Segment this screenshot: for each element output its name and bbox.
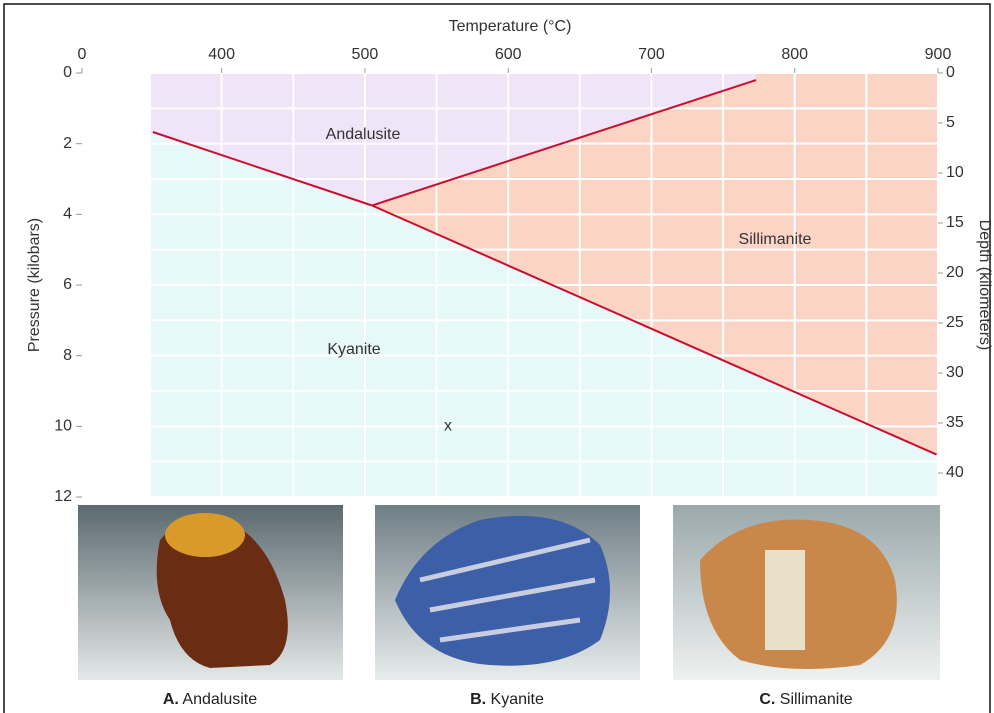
phase-label: Sillimanite	[739, 231, 812, 248]
phase-region	[372, 73, 938, 455]
photo-caption: A. Andalusite	[163, 691, 257, 708]
y2-tick-label: 30	[946, 364, 964, 381]
y2-tick-label: 0	[946, 64, 955, 81]
caption-name: Andalusite	[182, 691, 257, 708]
mineral-streak	[419, 537, 596, 643]
x-tick-label: 800	[781, 46, 808, 63]
caption-name: Kyanite	[491, 691, 544, 708]
caption-letter: C.	[759, 691, 775, 708]
mineral	[395, 515, 610, 666]
y-tick-label: 6	[63, 276, 72, 293]
y-tick-label: 12	[54, 488, 72, 505]
y2-axis-title: Depth (kilometers)	[976, 220, 993, 351]
y-tick-label: 10	[54, 418, 72, 435]
phase-boundary	[371, 79, 757, 207]
y2-tick-label: 20	[946, 264, 964, 281]
frame	[3, 3, 991, 713]
y2-tick-label: 5	[946, 114, 955, 131]
x-tick-label: 600	[495, 46, 522, 63]
caption-letter: A.	[163, 691, 179, 708]
mineral	[156, 517, 288, 668]
y2-tick-label: 15	[946, 214, 964, 231]
caption-letter: B.	[470, 691, 486, 708]
plot: 0 400 500 600 700 800 900024681012051015202530…	[54, 46, 964, 505]
y2-tick-label: 40	[946, 464, 964, 481]
x-tick-label: 900	[925, 46, 952, 63]
y-tick-label: 2	[63, 135, 72, 152]
y-tick-label: 4	[63, 206, 72, 223]
y-tick-label: 8	[63, 347, 72, 364]
caption-name: Sillimanite	[780, 691, 853, 708]
y2-tick-label: 10	[946, 164, 964, 181]
x-tick-label: 400	[208, 46, 235, 63]
x-axis-title: Temperature (°C)	[449, 18, 572, 35]
mineral-face	[165, 513, 245, 557]
phase-label: Kyanite	[327, 341, 380, 358]
photo-caption: B. Kyanite	[470, 691, 544, 708]
point-marker: x	[444, 418, 452, 435]
phase-label: Andalusite	[326, 126, 401, 143]
phase-region	[150, 73, 757, 206]
phase-boundary	[152, 131, 373, 207]
y-tick-label: 0	[63, 64, 72, 81]
x-tick-label: 500	[352, 46, 379, 63]
x-tick-label: 0	[78, 46, 87, 63]
photo-caption: C. Sillimanite	[759, 691, 852, 708]
photos	[78, 505, 940, 680]
mineral-face	[765, 550, 805, 650]
y2-tick-label: 35	[946, 414, 964, 431]
y-axis-title: Pressure (kilobars)	[26, 218, 43, 352]
phase-boundary	[371, 204, 937, 456]
x-tick-label: 700	[638, 46, 665, 63]
y2-tick-label: 25	[946, 314, 964, 331]
